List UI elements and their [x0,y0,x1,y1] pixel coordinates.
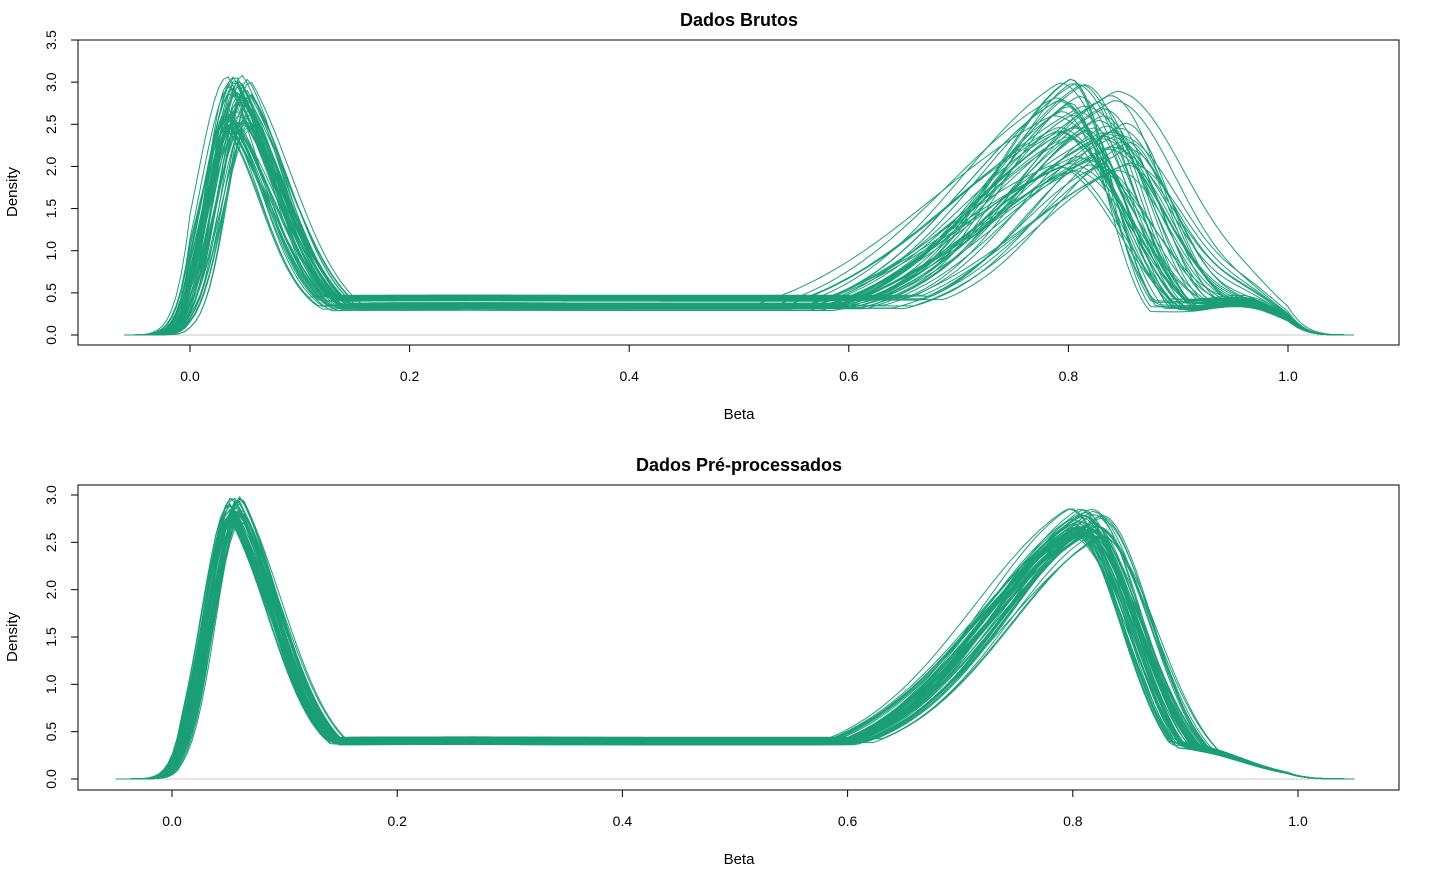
density-curve [115,509,1355,780]
density-curve [124,100,1354,336]
y-axis: 0.0 0.5 1.0 1.5 2.0 2.5 3.0 [43,485,79,789]
x-tick-label: 0.4 [613,813,633,829]
y-tick-label: 1.5 [43,627,59,647]
y-tick-label: 3.5 [43,30,59,50]
y-tick-label: 2.5 [43,114,59,134]
density-curve [115,517,1355,780]
y-tick-label: 1.0 [43,241,59,261]
x-tick-label: 1.0 [1278,368,1298,384]
x-tick-label: 0.2 [387,813,407,829]
x-tick-label: 0.6 [839,368,859,384]
y-tick-label: 2.5 [43,532,59,552]
density-curve [124,115,1354,336]
density-curve [115,512,1355,780]
y-tick-label: 1.0 [43,674,59,694]
density-curve [124,125,1354,336]
y-tick-label: 3.0 [43,485,59,505]
x-tick-label: 0.6 [838,813,858,829]
x-tick-label: 0.8 [1063,813,1083,829]
y-axis: 0.0 0.5 1.0 1.5 2.0 2.5 3.0 3.5 [43,30,79,345]
x-tick-label: 0.0 [162,813,182,829]
x-tick-label: 0.2 [400,368,420,384]
chart-title: Dados Brutos [680,10,798,30]
y-tick-label: 0.5 [43,722,59,742]
density-curve [115,511,1355,780]
x-axis-label: Beta [724,406,756,423]
density-curve [124,113,1354,336]
y-tick-label: 0.0 [43,325,59,345]
density-curve [124,92,1354,336]
chart-panel-preprocessed: Dados Pré-processados 0.0 0.2 0.4 0.6 0.8 1.0… [4,455,1400,868]
density-curve [124,114,1354,336]
x-tick-label: 0.4 [619,368,639,384]
density-curve [124,84,1354,336]
density-curve [124,122,1354,336]
y-axis-label: Density [4,166,21,217]
density-curve [124,87,1354,336]
y-tick-label: 3.0 [43,72,59,92]
y-axis-label: Density [4,611,21,662]
x-tick-label: 0.0 [180,368,200,384]
density-curve [115,503,1355,780]
density-curve [115,515,1355,780]
y-tick-label: 0.0 [43,769,59,789]
x-axis: 0.0 0.2 0.4 0.6 0.8 1.0 [162,789,1308,829]
y-tick-label: 0.5 [43,283,59,303]
y-tick-label: 2.0 [43,580,59,600]
density-curves [115,496,1355,780]
y-tick-label: 1.5 [43,199,59,219]
x-axis: 0.0 0.2 0.4 0.6 0.8 1.0 [180,344,1298,384]
chart-title: Dados Pré-processados [636,455,842,475]
density-curve [124,83,1354,336]
x-axis-label: Beta [724,851,756,868]
y-tick-label: 2.0 [43,156,59,176]
density-curve [124,113,1354,336]
x-tick-label: 0.8 [1059,368,1079,384]
density-curves [124,74,1354,336]
density-curve [124,108,1354,336]
chart-panel-raw: Dados Brutos 0.0 0.2 0.4 0.6 0.8 1.0 0.0 0.5 1.… [4,10,1400,423]
x-tick-label: 1.0 [1288,813,1308,829]
